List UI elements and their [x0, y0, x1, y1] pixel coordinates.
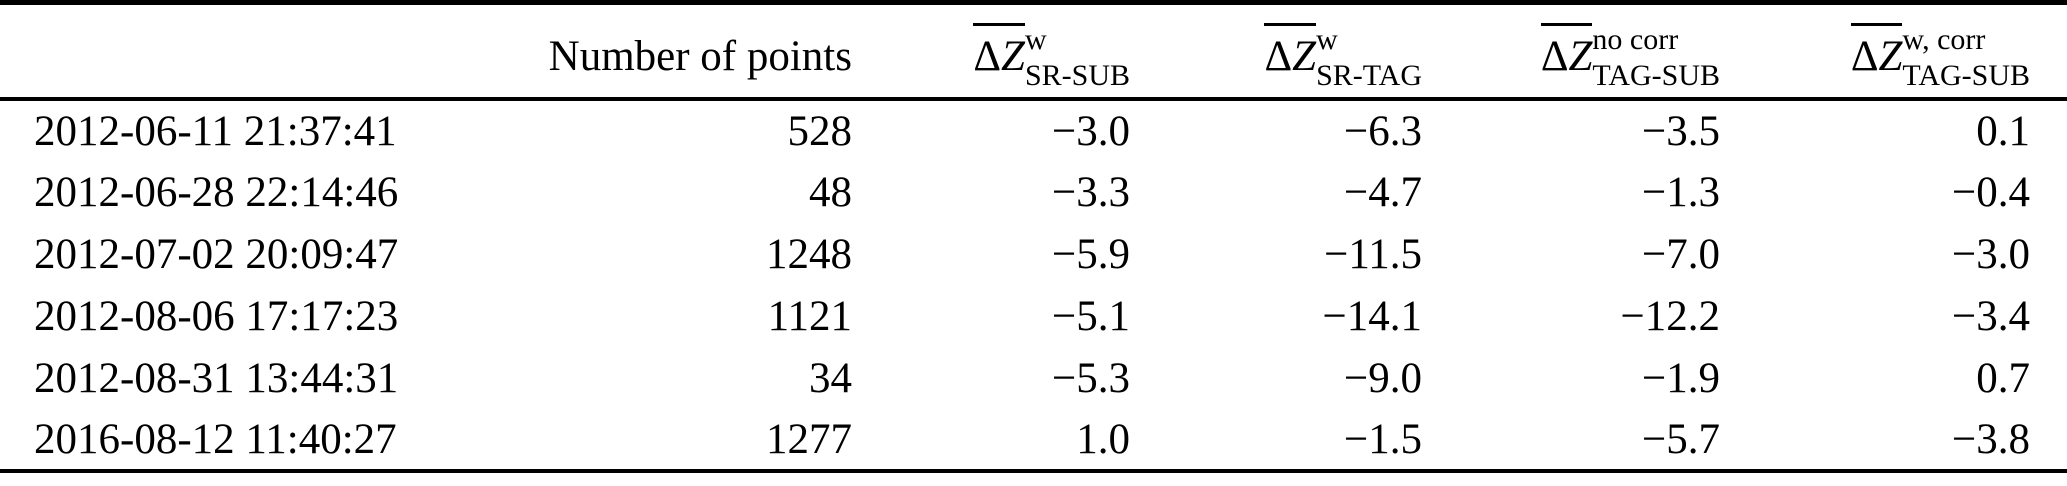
- table-row: 2016-08-12 11:40:27 1277 1.0 −1.5 −5.7 −…: [0, 409, 2067, 473]
- dz-value-cell: −6.3: [1343, 107, 1422, 155]
- overlined-delta-z: ΔZ: [1540, 23, 1593, 79]
- math-symbol-dz-nocorr-tag-sub: ΔZ no corr TAG-SUB: [1540, 23, 1720, 91]
- results-table: Number of points ΔZ w SR-SUB ΔZ w SR-TAG: [0, 0, 2067, 473]
- date-cell: 2012-06-11 21:37:41: [34, 107, 397, 155]
- col-header-number-of-points: Number of points: [470, 2, 852, 101]
- dz-value-cell: −3.0: [1051, 107, 1130, 155]
- dz-value-cell: −7.0: [1641, 230, 1720, 278]
- dz-value-cell: −1.9: [1641, 354, 1720, 402]
- dz-value-cell: −5.3: [1051, 354, 1130, 402]
- script-stack: w, corr TAG-SUB: [1902, 25, 2030, 91]
- col-header-date: [0, 2, 470, 101]
- dz-value-cell: −4.7: [1343, 168, 1422, 216]
- dz-value-cell: 0.7: [1976, 354, 2030, 402]
- dz-value-cell: −3.0: [1951, 230, 2030, 278]
- dz-value-cell: −11.5: [1324, 230, 1422, 278]
- col-header-dz-wcorr-tag-sub: ΔZ w, corr TAG-SUB: [1720, 2, 2067, 101]
- col-header-dz-w-sr-sub: ΔZ w SR-SUB: [852, 2, 1130, 101]
- table-row: 2012-08-06 17:17:23 1121 −5.1 −14.1 −12.…: [0, 285, 2067, 347]
- dz-value-cell: −3.4: [1951, 292, 2030, 340]
- superscript: w, corr: [1902, 23, 1986, 56]
- math-symbol-dz-w-sr-tag: ΔZ w SR-TAG: [1264, 23, 1422, 91]
- math-symbol-dz-w-sr-sub: ΔZ w SR-SUB: [973, 23, 1130, 91]
- dz-value-cell: 0.1: [1976, 107, 2030, 155]
- dz-value-cell: −12.2: [1620, 292, 1720, 340]
- points-cell: 528: [787, 107, 853, 155]
- dz-value-cell: −9.0: [1343, 354, 1422, 402]
- col-header-dz-nocorr-tag-sub: ΔZ no corr TAG-SUB: [1422, 2, 1720, 101]
- script-stack: no corr TAG-SUB: [1592, 25, 1720, 91]
- dz-value-cell: 1.0: [852, 409, 1130, 473]
- dz-value-cell: −5.9: [1051, 230, 1130, 278]
- overlined-delta-z: ΔZ: [1850, 23, 1903, 79]
- subscript: TAG-SUB: [1902, 59, 2030, 92]
- superscript: w: [1316, 23, 1338, 56]
- table-row: 2012-07-02 20:09:47 1248 −5.9 −11.5 −7.0…: [0, 223, 2067, 285]
- points-cell: 34: [809, 354, 852, 402]
- dz-value-cell: −5.1: [1051, 292, 1130, 340]
- dz-value-cell: −1.3: [1641, 168, 1720, 216]
- points-cell: 1277: [470, 409, 852, 473]
- math-symbol-dz-wcorr-tag-sub: ΔZ w, corr TAG-SUB: [1850, 23, 2030, 91]
- table-header-row: Number of points ΔZ w SR-SUB ΔZ w SR-TAG: [0, 2, 2067, 101]
- superscript: no corr: [1592, 23, 1679, 56]
- overlined-delta-z: ΔZ: [973, 23, 1025, 79]
- dz-value-cell: −1.5: [1130, 409, 1422, 473]
- subscript: SR-SUB: [1024, 59, 1130, 92]
- dz-value-cell: −3.8: [1720, 409, 2067, 473]
- overlined-delta-z: ΔZ: [1264, 23, 1317, 79]
- points-cell: 1121: [767, 292, 852, 340]
- dz-value-cell: −0.4: [1951, 168, 2030, 216]
- table-row: 2012-06-28 22:14:46 48 −3.3 −4.7 −1.3 −0…: [0, 161, 2067, 223]
- script-stack: w SR-TAG: [1316, 25, 1422, 91]
- points-cell: 48: [809, 168, 852, 216]
- superscript: w: [1024, 23, 1047, 56]
- dz-value-cell: −14.1: [1322, 292, 1422, 340]
- dz-value-cell: −3.3: [1051, 168, 1130, 216]
- subscript: SR-TAG: [1316, 59, 1422, 92]
- date-cell: 2012-08-06 17:17:23: [34, 292, 399, 340]
- date-cell: 2012-08-31 13:44:31: [34, 354, 399, 402]
- points-cell: 1248: [766, 230, 852, 278]
- date-cell: 2012-06-28 22:14:46: [34, 168, 399, 216]
- dz-value-cell: −3.5: [1641, 107, 1720, 155]
- col-header-dz-w-sr-tag: ΔZ w SR-TAG: [1130, 2, 1422, 101]
- table-row: 2012-08-31 13:44:31 34 −5.3 −9.0 −1.9 0.…: [0, 347, 2067, 409]
- script-stack: w SR-SUB: [1025, 25, 1130, 91]
- dz-value-cell: −5.7: [1422, 409, 1720, 473]
- date-cell: 2016-08-12 11:40:27: [0, 409, 470, 473]
- subscript: TAG-SUB: [1592, 59, 1720, 92]
- date-cell: 2012-07-02 20:09:47: [34, 230, 399, 278]
- table-row: 2012-06-11 21:37:41 528 −3.0 −6.3 −3.5 0…: [0, 99, 2067, 161]
